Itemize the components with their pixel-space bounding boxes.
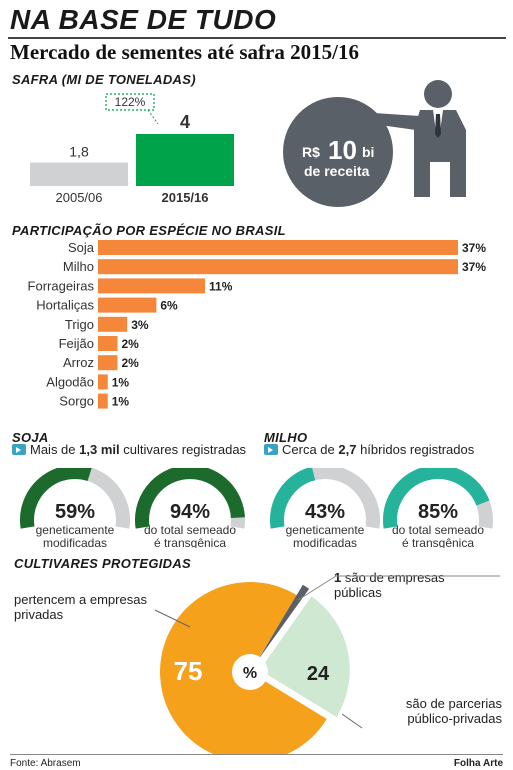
- species-label: Hortaliças: [36, 298, 94, 313]
- species-value-label: 3%: [131, 318, 149, 332]
- footer-divider: [10, 754, 503, 755]
- safra-bar: [30, 162, 128, 186]
- revenue-value: 10: [328, 135, 357, 165]
- donut-fill: [135, 468, 245, 529]
- safra-bar: [136, 134, 234, 186]
- species-label: Arroz: [63, 355, 94, 370]
- safra-category-label: 2015/16: [162, 190, 209, 205]
- species-bar: [98, 393, 108, 409]
- leader-line: [297, 575, 500, 601]
- species-bar: [98, 278, 206, 294]
- safra-bar-chart: 1,8 2005/06 4 2015/16 122%: [30, 93, 234, 205]
- species-label: Sorgo: [59, 394, 94, 409]
- page-subtitle: Mercado de sementes até safra 2015/16: [10, 40, 359, 64]
- pie-slice-publicas: [256, 584, 310, 662]
- species-value-label: 11%: [209, 279, 233, 293]
- species-bar: [98, 336, 118, 351]
- species-bar: [98, 297, 157, 313]
- growth-badge-pointer: [147, 109, 159, 125]
- species-value-label: 1%: [112, 395, 130, 409]
- donut-caption: do total semeado: [144, 523, 236, 537]
- species-label: Forrageiras: [28, 278, 95, 293]
- safra-category-label: 2005/06: [56, 190, 103, 205]
- species-label: Soja: [68, 240, 95, 255]
- pie-value-parcerias: 24: [307, 663, 330, 685]
- donut-caption: modificadas: [43, 536, 107, 548]
- species-value-label: 2%: [121, 356, 139, 370]
- leader-line: [341, 713, 363, 729]
- species-bar: [98, 316, 128, 332]
- soja-note: Mais de 1,3 mil cultivares registradas: [12, 442, 252, 457]
- page-title: NA BASE DE TUDO: [10, 4, 277, 35]
- soja-section-title: SOJA: [12, 430, 49, 445]
- safra-value-label: 4: [180, 112, 190, 132]
- revenue-caption: de receita: [304, 163, 370, 179]
- species-value-label: 37%: [462, 241, 486, 255]
- revenue-unit: bi: [362, 144, 374, 160]
- species-bar: [98, 355, 118, 371]
- species-value-label: 6%: [160, 299, 178, 313]
- safra-value-label: 1,8: [69, 144, 89, 160]
- donut-value-label: 59%: [55, 501, 95, 523]
- title-divider: [8, 37, 506, 39]
- donut-fill: [383, 468, 490, 529]
- donut-fill: [20, 468, 92, 529]
- donut-caption: do total semeado: [392, 523, 484, 537]
- growth-label: 122%: [115, 95, 146, 109]
- species-label: Algodão: [46, 374, 94, 389]
- pie-center: [232, 654, 268, 690]
- donut-caption: geneticamente: [36, 523, 115, 537]
- cultivares-pie-chart: % 75 24: [154, 575, 500, 755]
- species-bar: [98, 240, 458, 255]
- species-bar-chart: Soja 37% Milho 37% Forrageiras 11% Hortaliças 6…: [28, 240, 486, 409]
- growth-badge: [105, 93, 155, 111]
- revenue-illustration: R$ 10 bi de receita: [283, 80, 466, 207]
- revenue-prefix: R$: [302, 144, 320, 160]
- pie-slice-parcerias: [259, 596, 350, 718]
- footer-credit: Folha Arte: [453, 758, 503, 769]
- species-bar: [98, 259, 458, 275]
- cultivares-section-title: CULTIVARES PROTEGIDAS: [14, 556, 191, 571]
- label-publicas: 1 são de empresas públicas: [334, 570, 445, 600]
- donut-caption: é transgênica: [402, 536, 474, 548]
- label-parcerias: são de parcerias público-privadas: [405, 696, 502, 726]
- donut-value-label: 94%: [170, 501, 210, 523]
- milho-note: Cerca de 2,7 híbridos registrados: [264, 442, 504, 457]
- pie-center-symbol: %: [243, 665, 257, 682]
- safra-section-title: SAFRA (MI DE TONELADAS): [12, 72, 196, 87]
- donut-caption: é transgênica: [154, 536, 226, 548]
- pie-value-privadas: 75: [174, 656, 203, 686]
- species-value-label: 37%: [462, 260, 486, 274]
- donut-fill: [270, 468, 316, 529]
- species-value-label: 1%: [112, 375, 130, 389]
- label-privadas: pertencem a empresas privadas: [14, 592, 147, 622]
- revenue-bubble: [283, 97, 393, 207]
- species-label: Milho: [63, 259, 94, 274]
- participacao-section-title: PARTICIPAÇÃO POR ESPÉCIE NO BRASIL: [12, 223, 286, 238]
- donut-value-label: 85%: [418, 501, 458, 523]
- species-bar: [98, 374, 108, 390]
- donut-caption: geneticamente: [286, 523, 365, 537]
- footer-source: Fonte: Abrasem: [10, 758, 81, 769]
- play-icon: [264, 444, 278, 455]
- milho-section-title: MILHO: [264, 430, 308, 445]
- play-icon: [12, 444, 26, 455]
- donut-value-label: 43%: [305, 501, 345, 523]
- species-label: Trigo: [65, 317, 94, 332]
- species-label: Feijão: [59, 336, 94, 351]
- donut-caption: modificadas: [293, 536, 357, 548]
- species-value-label: 2%: [121, 337, 139, 351]
- leader-line: [154, 609, 191, 628]
